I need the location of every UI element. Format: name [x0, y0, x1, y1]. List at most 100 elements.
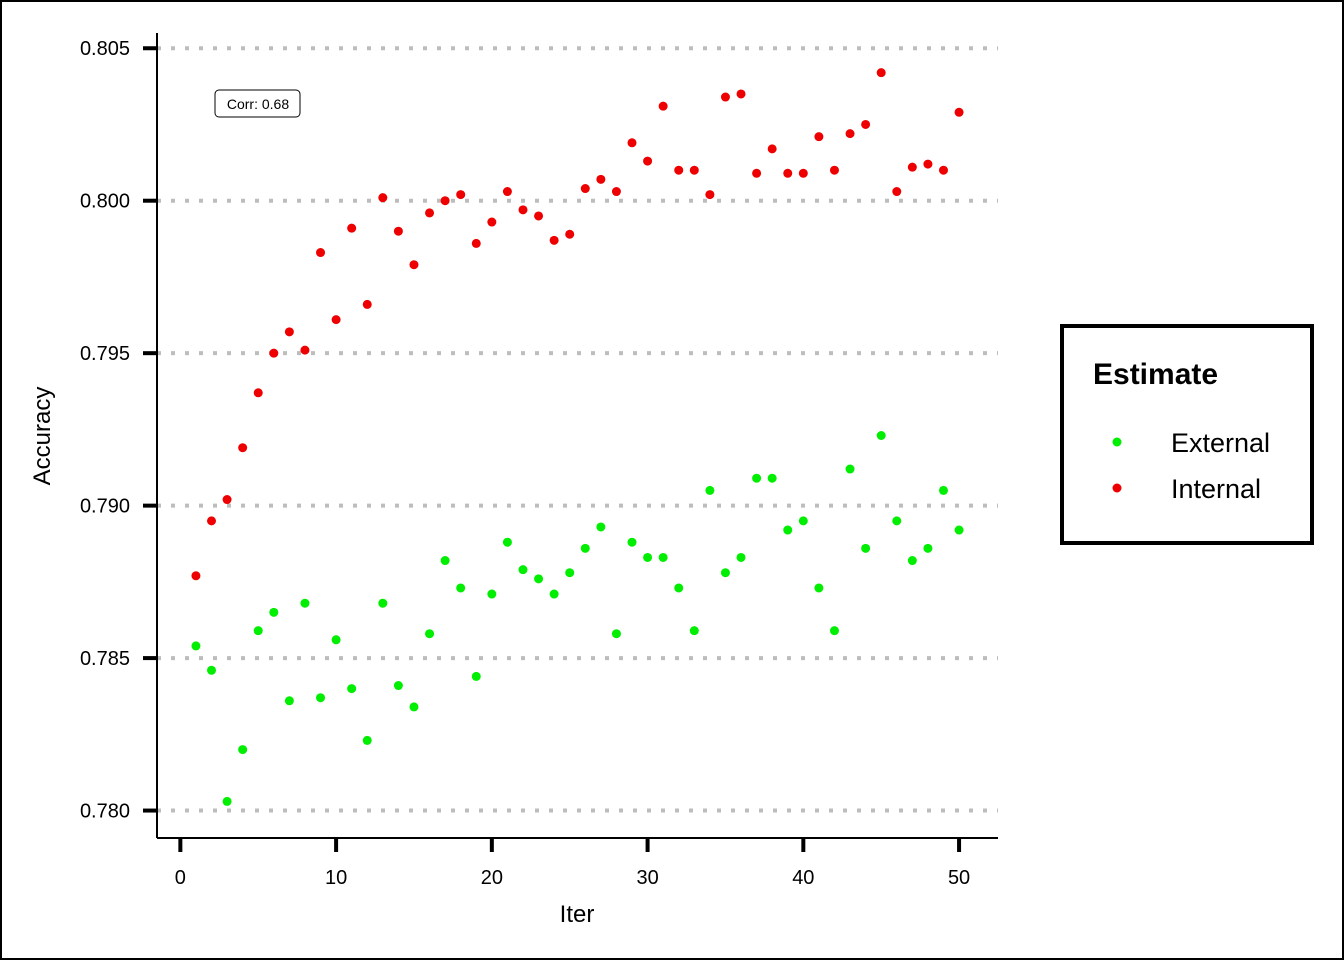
point-external: [347, 684, 357, 694]
point-internal: [938, 165, 948, 175]
y-tick-label: 0.785: [80, 648, 130, 670]
point-internal: [705, 190, 715, 200]
point-external: [783, 525, 793, 535]
legend-label-external: External: [1171, 428, 1270, 458]
point-external: [658, 552, 668, 562]
y-axis-title: Accuracy: [29, 387, 56, 486]
point-internal: [580, 184, 590, 194]
point-external: [596, 522, 606, 532]
point-external: [674, 583, 684, 593]
point-external: [300, 598, 310, 608]
x-tick-label: 0: [175, 867, 186, 889]
point-external: [845, 464, 855, 474]
point-external: [938, 485, 948, 495]
correlation-annotation: Corr: 0.68: [214, 89, 301, 118]
point-external: [487, 589, 497, 599]
axis-ticks: 0.780 0.785 0.790 0.795 0.800 0.805 0 10 20 30 40 5…: [80, 38, 970, 889]
point-internal: [829, 165, 839, 175]
point-internal: [471, 238, 481, 248]
point-internal: [456, 190, 466, 200]
point-external: [393, 681, 403, 691]
point-internal: [907, 162, 917, 172]
point-internal: [845, 129, 855, 139]
point-internal: [534, 211, 544, 221]
point-external: [876, 431, 886, 440]
annotation-text: Corr: 0.68: [227, 96, 289, 112]
point-internal: [378, 193, 388, 203]
point-internal: [207, 516, 217, 526]
x-axis-title: Iter: [560, 901, 595, 928]
point-internal: [954, 107, 964, 117]
point-external: [222, 796, 232, 806]
point-external: [798, 516, 808, 526]
point-external: [316, 693, 326, 703]
point-internal: [347, 223, 357, 233]
point-external: [238, 745, 248, 755]
x-tick-label: 10: [325, 867, 347, 889]
point-internal: [393, 226, 403, 236]
point-internal: [736, 89, 746, 99]
point-internal: [425, 208, 435, 218]
y-tick-label: 0.800: [80, 191, 130, 213]
point-internal: [269, 348, 279, 358]
point-internal: [191, 571, 201, 581]
legend-items: External Internal: [1112, 428, 1270, 504]
point-external: [907, 556, 917, 566]
point-internal: [222, 495, 232, 505]
point-external: [207, 665, 217, 675]
point-internal: [502, 187, 512, 197]
point-internal: [752, 168, 762, 178]
point-external: [534, 574, 544, 584]
point-external: [580, 543, 590, 553]
point-internal: [674, 165, 684, 175]
point-external: [752, 473, 762, 483]
point-external: [861, 543, 871, 553]
legend-key-internal: [1112, 483, 1122, 493]
annotation-box: [214, 89, 301, 118]
point-external: [954, 525, 964, 535]
point-internal: [689, 165, 699, 175]
gridlines: [157, 46, 998, 813]
point-external: [502, 537, 512, 547]
point-internal: [876, 68, 886, 78]
point-internal: [440, 196, 450, 206]
point-external: [689, 626, 699, 636]
point-internal: [627, 138, 637, 148]
point-external: [736, 552, 746, 562]
point-internal: [316, 248, 326, 258]
point-external: [767, 473, 777, 483]
point-internal: [798, 168, 808, 178]
point-external: [705, 485, 715, 495]
point-internal: [861, 119, 871, 129]
point-external: [362, 735, 372, 745]
point-external: [409, 702, 419, 712]
point-internal: [643, 156, 653, 166]
point-external: [440, 556, 450, 566]
x-tick-label: 40: [792, 867, 814, 889]
point-internal: [783, 168, 793, 178]
point-internal: [253, 388, 263, 398]
point-external: [456, 583, 466, 593]
point-external: [611, 629, 621, 639]
point-internal: [362, 299, 372, 309]
point-internal: [658, 101, 668, 111]
point-internal: [767, 144, 777, 154]
point-external: [627, 537, 637, 547]
point-external: [720, 568, 730, 578]
point-external: [471, 671, 481, 681]
point-internal: [238, 443, 248, 453]
point-external: [829, 626, 839, 636]
y-tick-label: 0.790: [80, 496, 130, 518]
point-internal: [596, 174, 606, 184]
point-external: [378, 598, 388, 608]
point-external: [425, 629, 435, 639]
point-internal: [487, 217, 497, 227]
x-tick-label: 20: [481, 867, 503, 889]
y-tick-label: 0.780: [80, 801, 130, 823]
point-external: [284, 696, 294, 706]
point-internal: [331, 315, 341, 325]
point-internal: [611, 187, 621, 197]
legend-title: Estimate: [1093, 358, 1218, 391]
point-internal: [549, 235, 559, 245]
point-external: [643, 552, 653, 562]
